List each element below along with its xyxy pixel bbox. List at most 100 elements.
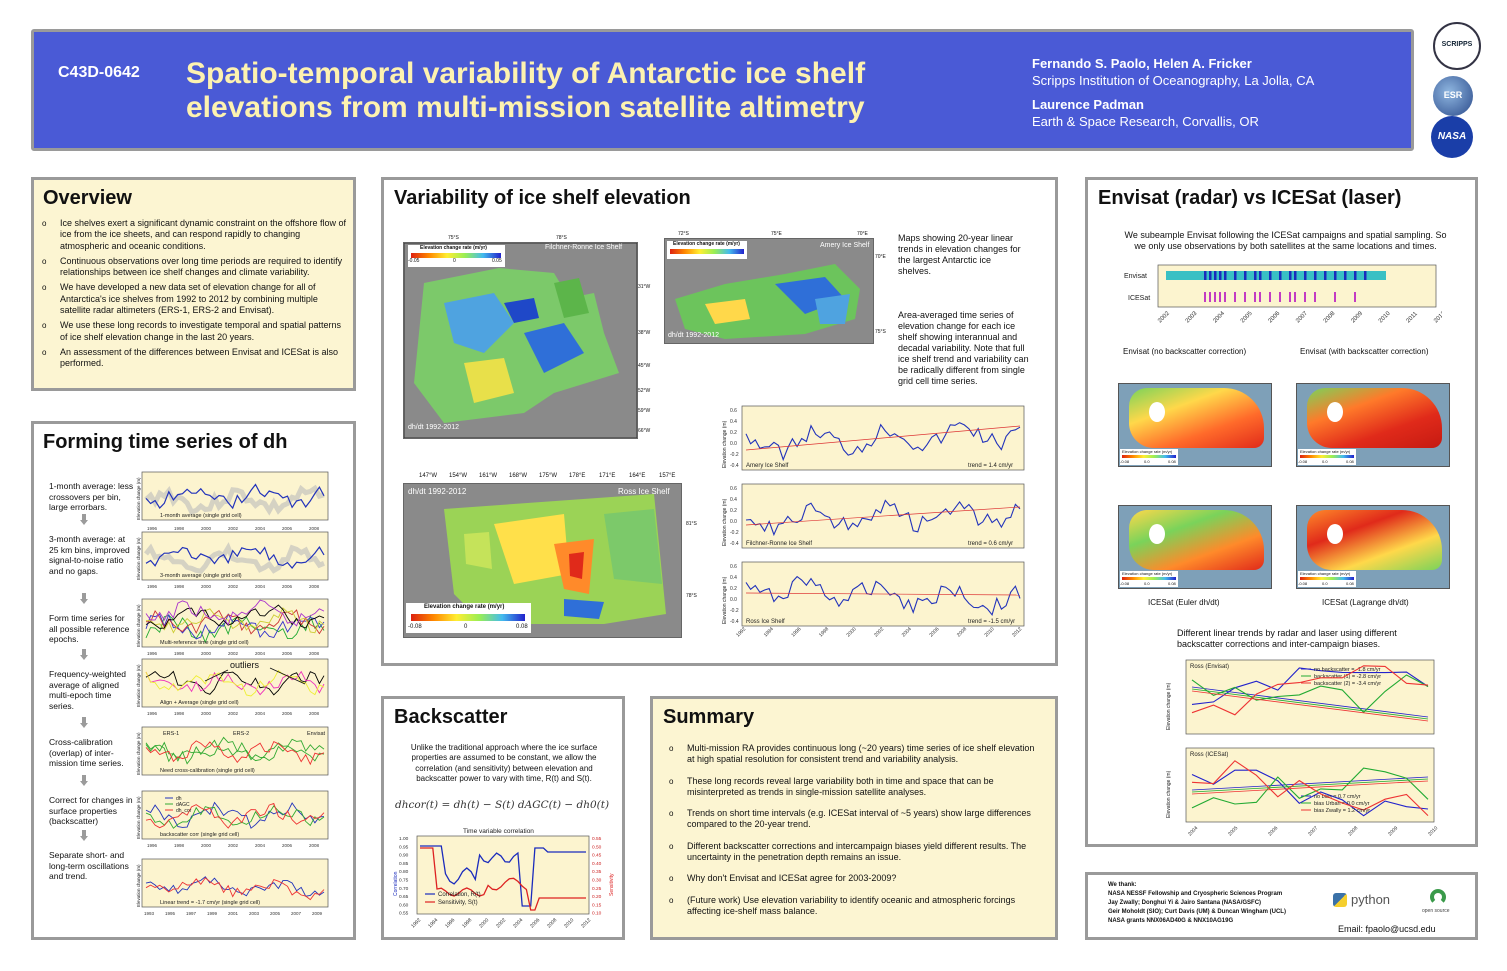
down-arrow-icon <box>80 830 88 841</box>
year-tick: 2005 <box>1227 825 1239 837</box>
series-trend: trend = 0.6 cm/yr <box>968 541 1013 547</box>
forming-plot-frame <box>141 726 329 776</box>
ytick-left: 0.95 <box>399 844 409 850</box>
forming-title: Forming time series of dh <box>43 431 288 453</box>
legend-label: Correlation, R(t) <box>438 892 481 898</box>
year-tick: 2007 <box>1295 310 1309 324</box>
icesat-campaign <box>1304 292 1306 302</box>
outliers-label: outliers <box>230 660 260 670</box>
contact-email[interactable]: Email: fpaolo@ucsd.edu <box>1338 924 1436 934</box>
trend-frame <box>1185 659 1435 735</box>
envisat-campaign <box>1209 271 1212 280</box>
year-tick: 1997 <box>186 911 197 916</box>
island-mask <box>1149 402 1165 422</box>
forming-step-text: Cross-calibration (overlap) of inter-mis… <box>49 737 124 768</box>
legend-label: backscatter (2) = -3.4 cm/yr <box>1314 681 1381 687</box>
year-tick: 1999 <box>207 911 218 916</box>
trend-frame <box>1185 747 1435 823</box>
mission-label: ERS-1 <box>163 731 179 737</box>
ytick: 0.6 <box>730 486 737 492</box>
forming-step-text: Form time series for all possible refere… <box>49 613 130 644</box>
series-name: Filchner-Ronne Ice Shelf <box>746 541 812 547</box>
year-tick: 2007 <box>1307 825 1319 837</box>
amery-colorbar-label: Elevation change rate (m/yr) <box>673 241 740 247</box>
envisat-campaign <box>1254 271 1257 280</box>
year-tick: 2002 <box>873 626 885 638</box>
ytick-right: 0.20 <box>592 894 602 900</box>
forming-ylabel: Elevation change (m) <box>136 604 141 647</box>
filchner-map-name: Filchner-Ronne Ice Shelf <box>545 244 623 251</box>
map-tick: 0.08 <box>1168 459 1176 464</box>
year-tick: 2010 <box>1378 310 1392 324</box>
ytick: -0.4 <box>730 541 739 547</box>
map-colorbar <box>1300 455 1354 458</box>
series-line <box>145 613 325 640</box>
ross-tick: 0.08 <box>516 624 528 630</box>
correlation-line <box>420 845 586 907</box>
envisat-campaign <box>1224 271 1227 280</box>
amery-colorbar <box>670 249 744 254</box>
year-tick: 2006 <box>282 526 293 531</box>
authors-2: Laurence Padman <box>1032 97 1144 112</box>
ytick: -0.4 <box>730 619 739 625</box>
year-tick: 2001 <box>228 911 239 916</box>
legend-label: no backscatter = -1.8 cm/yr <box>1314 667 1381 673</box>
series-name: Ross Ice Shelf <box>746 619 785 625</box>
amery-lon-label: 75°E <box>771 231 782 237</box>
island-mask <box>1327 402 1343 422</box>
forming-plot-caption: Linear trend = -1.7 cm/yr (single grid c… <box>160 900 260 906</box>
envisat-campaign <box>1304 271 1307 280</box>
nasa-logo-text: NASA <box>1437 131 1467 142</box>
ytick: 0.4 <box>730 497 737 503</box>
year-tick: 1993 <box>144 911 155 916</box>
backscatter-text: Unlike the traditional approach where th… <box>410 743 598 783</box>
year-tick: 2004 <box>255 526 266 531</box>
year-tick: 1998 <box>818 626 830 638</box>
year-tick: 2004 <box>255 843 266 848</box>
title-line-2: elevations from multi-mission satellite … <box>186 91 865 124</box>
envisat-map-title: Envisat (no backscatter correction) <box>1123 347 1247 356</box>
header-banner <box>31 29 1414 151</box>
ross-tick: 0 <box>464 624 468 630</box>
ytick-left: 1.00 <box>399 836 409 842</box>
amery-lat-label: 70°E <box>875 254 886 260</box>
ytick-right: 0.10 <box>592 911 602 917</box>
affiliation-1: Scripps Institution of Oceanography, La … <box>1032 73 1315 88</box>
year-tick: 2007 <box>291 911 302 916</box>
trend-ylabel: Elevation change (m) <box>1166 770 1172 818</box>
forming-plot-frame <box>141 598 329 648</box>
envisat-campaign <box>1324 271 1327 280</box>
map-tick: -0.08 <box>1120 459 1130 464</box>
esr-logo-text: ESR <box>1443 90 1463 100</box>
year-tick: 2000 <box>201 843 212 848</box>
title-line-1: Spatio-temporal variability of Antarctic… <box>186 57 866 90</box>
year-tick: 2004 <box>512 917 524 929</box>
envisat-campaign <box>1364 271 1367 280</box>
year-tick: 2008 <box>546 917 558 929</box>
thanks-line: Geir Moholdt (SIO); Curt Davis (UM) & Du… <box>1108 909 1286 915</box>
forming-plot-caption: 3-month average (single grid cell) <box>160 573 242 579</box>
overview-bullet: Continuous observations over long time p… <box>40 256 346 279</box>
series-line <box>145 739 325 765</box>
icesat-campaign <box>1279 292 1281 302</box>
ross-tick: -0.08 <box>408 624 422 630</box>
series-line <box>145 877 325 901</box>
year-tick: 2006 <box>282 651 293 656</box>
year-tick: 1996 <box>444 917 456 929</box>
map-tick: 0.0 <box>1322 459 1328 464</box>
series-line <box>745 575 1021 616</box>
year-tick: 2006 <box>1268 310 1282 324</box>
down-arrow-icon <box>80 649 88 660</box>
down-arrow-icon <box>80 717 88 728</box>
ross-lon-label: 157°E <box>659 473 676 479</box>
icesat-campaign <box>1234 292 1236 302</box>
envisat-campaign <box>1344 271 1347 280</box>
ytick-left: 0.75 <box>399 878 409 884</box>
ytick-right: 0.25 <box>592 886 602 892</box>
overview-bullet: Ice shelves exert a significant dynamic … <box>40 218 346 252</box>
map-tick: 0.08 <box>1168 581 1176 586</box>
comparison-map <box>1296 383 1450 467</box>
trend-line <box>745 425 1021 451</box>
year-tick: 2005 <box>1240 310 1254 324</box>
year-tick: 2000 <box>201 584 212 589</box>
